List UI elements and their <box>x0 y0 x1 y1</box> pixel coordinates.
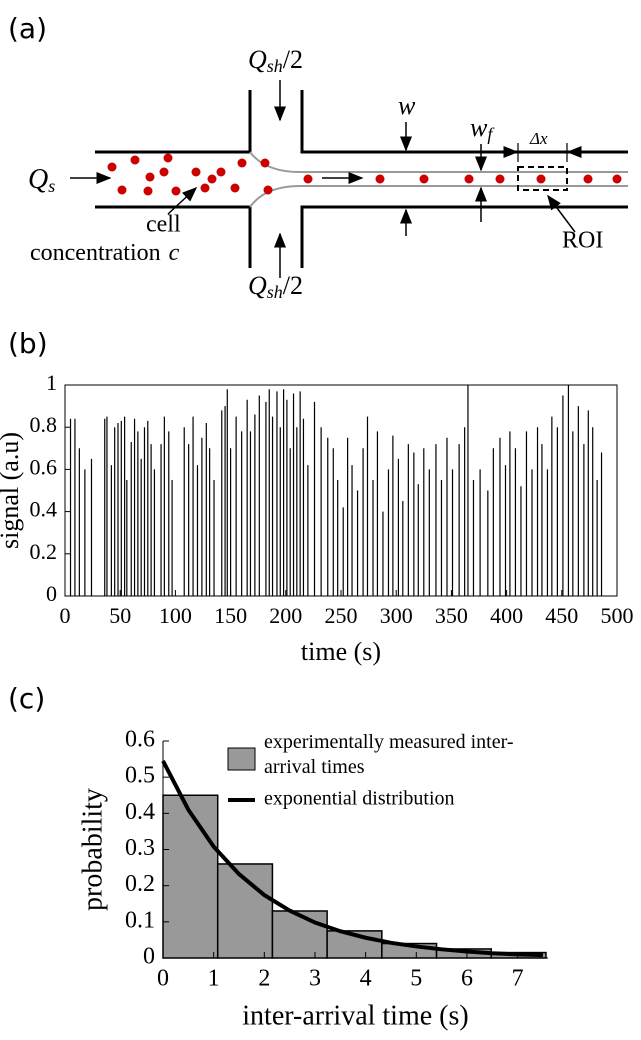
cell <box>464 174 474 184</box>
x-tick-label: 5 <box>410 966 422 992</box>
cell-label: cell <box>146 212 181 238</box>
x-tick-label: 3 <box>309 966 321 992</box>
cell <box>159 167 169 177</box>
y-axis-label: probability <box>77 788 108 911</box>
cell <box>216 167 226 177</box>
cell <box>191 167 201 177</box>
histogram-bar <box>271 910 328 959</box>
x-tick-label: 4 <box>360 966 372 992</box>
cell <box>260 158 270 168</box>
y-axis-label: signal (a.u) <box>0 432 24 549</box>
cell <box>207 174 217 184</box>
x-tick-label: 0 <box>157 966 169 992</box>
x-tick-label: 500 <box>601 603 634 628</box>
cell <box>143 186 153 196</box>
y-tick-label: 0.1 <box>125 907 155 933</box>
x-tick-label: 2 <box>258 966 270 992</box>
roi-label: ROI <box>562 228 603 254</box>
x-tick-label: 350 <box>435 603 468 628</box>
panel-label: (b) <box>8 327 48 360</box>
y-tick-label: 0.2 <box>125 871 155 897</box>
focus-width: wf <box>470 113 495 144</box>
cell <box>163 153 173 163</box>
y-tick-label: 0.4 <box>125 799 155 825</box>
focused-stream <box>249 151 628 208</box>
cell <box>107 162 117 172</box>
y-tick-label: 0.3 <box>125 835 155 861</box>
sheath-bottom: Qsh/2 <box>248 271 303 302</box>
cell <box>230 183 240 193</box>
x-tick-label: 50 <box>109 603 131 628</box>
cell <box>536 174 546 184</box>
cell <box>612 174 622 184</box>
legend-entry: exponential distribution <box>264 788 455 810</box>
y-tick-label: 0.2 <box>30 539 58 564</box>
y-tick-label: 0 <box>46 581 57 606</box>
roi-length: Δx <box>529 129 548 148</box>
cell <box>237 158 247 168</box>
x-tick-label: 1 <box>208 966 220 992</box>
roi-box <box>517 166 568 191</box>
arrow <box>167 186 198 215</box>
cell <box>200 183 210 193</box>
x-axis-label: inter-arrival time (s) <box>242 1000 468 1031</box>
x-tick-label: 7 <box>512 966 524 992</box>
arrow <box>547 194 576 233</box>
y-tick-label: 0.8 <box>30 412 58 437</box>
y-tick-label: 0 <box>143 944 155 970</box>
cell <box>117 185 127 195</box>
cell <box>130 155 140 165</box>
x-tick-label: 450 <box>545 603 578 628</box>
concentration-label: concentration c <box>30 240 180 266</box>
x-tick-label: 6 <box>461 966 473 992</box>
x-axis-label: time (s) <box>301 637 381 666</box>
y-tick-label: 0.6 <box>30 454 58 479</box>
cell <box>171 186 181 196</box>
x-tick-label: 150 <box>214 603 247 628</box>
cell <box>263 185 273 195</box>
channel-width: w <box>398 91 416 120</box>
legend-entry: experimentally measured inter-arrival ti… <box>264 731 514 778</box>
cell <box>419 174 429 184</box>
histogram-bar <box>162 794 219 959</box>
x-tick-label: 100 <box>159 603 192 628</box>
x-tick-label: 400 <box>490 603 523 628</box>
panel-label: (c) <box>8 682 45 715</box>
sheath-top: Qsh/2 <box>248 45 303 76</box>
y-tick-label: 0.4 <box>30 497 58 522</box>
x-tick-label: 0 <box>60 603 71 628</box>
cells <box>107 153 622 196</box>
histogram-bar <box>216 863 274 959</box>
exponential-curve <box>161 759 543 958</box>
y-tick-label: 0.5 <box>125 763 155 789</box>
x-tick-label: 300 <box>380 603 413 628</box>
x-tick-label: 250 <box>325 603 358 628</box>
channel-diagram: (a) Qsh/2 Qsh/2 Qs w wf Δx ROI cell conc… <box>8 12 628 302</box>
cell <box>303 174 313 184</box>
panel-label: (a) <box>8 12 47 45</box>
legend-swatch <box>227 747 256 771</box>
y-tick-label: 1 <box>46 370 57 395</box>
sample-flow: Qs <box>28 164 55 196</box>
cell <box>375 174 385 184</box>
cell <box>495 174 505 184</box>
y-tick-label: 0.6 <box>125 727 155 753</box>
cell <box>583 174 593 184</box>
x-tick-label: 200 <box>269 603 302 628</box>
cell <box>145 172 155 182</box>
